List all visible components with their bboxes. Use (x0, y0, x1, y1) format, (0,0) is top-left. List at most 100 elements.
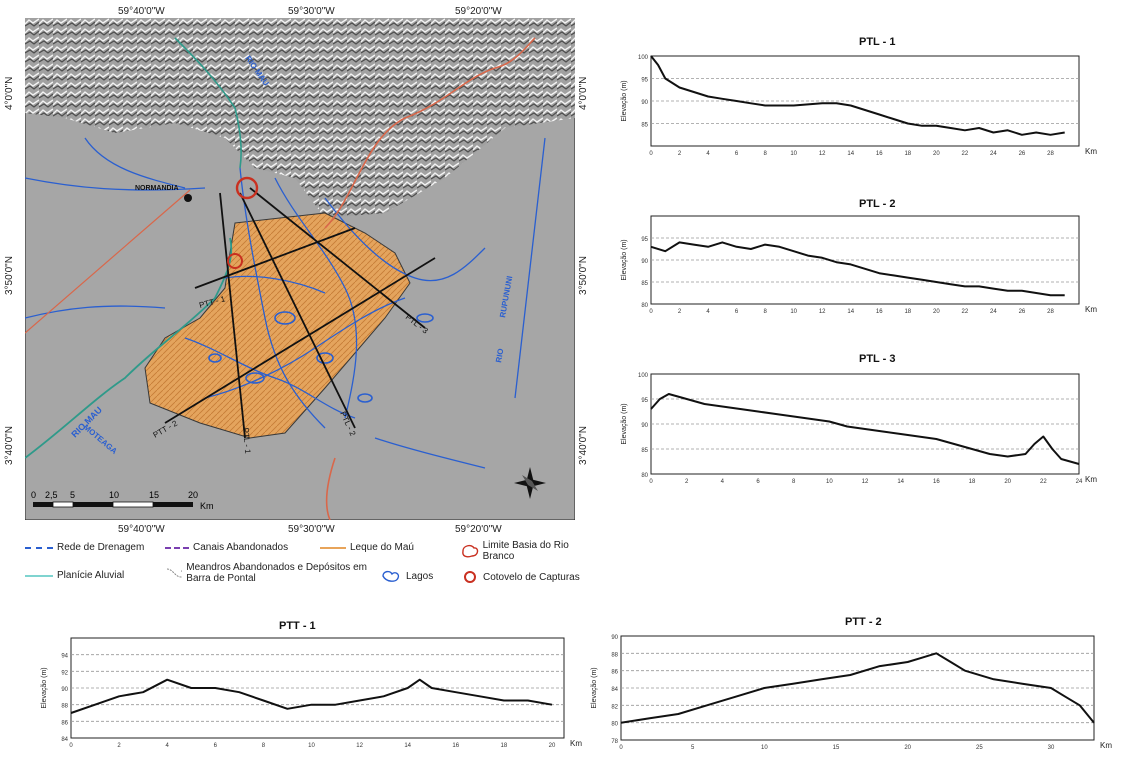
x-tick-label: 6 (735, 309, 739, 315)
plot-frame (650, 373, 1080, 475)
x-tick-label: 16 (876, 151, 883, 157)
legend-item-lagos: Lagos (380, 568, 433, 584)
y-axis-label: Elevação (m) (621, 403, 628, 444)
x-tick-label: 0 (619, 745, 623, 751)
profile-line (650, 55, 1065, 136)
x-tick-label: 0 (649, 151, 653, 157)
y-tick-label: 86 (611, 670, 618, 676)
y-tick-label: 84 (611, 687, 618, 693)
y-tick-label: 90 (611, 635, 618, 641)
x-tick-label: 15 (833, 745, 840, 751)
x-axis-label: Km (1085, 475, 1097, 484)
north-arrow-icon (514, 467, 546, 499)
profile-line (620, 652, 1095, 724)
y-tick-label: 90 (641, 100, 648, 106)
y-tick-label: 92 (61, 670, 68, 676)
x-tick-label: 2 (685, 479, 689, 485)
y-tick-label: 80 (641, 303, 648, 309)
x-axis-label: Km (570, 739, 582, 748)
x-tick-label: 22 (962, 309, 969, 315)
chart-ptt-2[interactable]: 90 88 86 84 82 80 780 5 10 15 20 25 30 Km Elevação (m) (585, 632, 1120, 756)
x-tick-label: 4 (721, 479, 725, 485)
legend-item-canais-abandonados: Canais Abandonados (165, 542, 288, 553)
x-tick-label: 25 (976, 745, 983, 751)
coord-bottom-1: 59°40'0"W (118, 524, 165, 535)
normandia-marker[interactable] (184, 194, 192, 202)
x-tick-label: 24 (1076, 479, 1083, 485)
y-tick-label: 80 (641, 473, 648, 479)
scale-tick-4: 15 (149, 490, 159, 500)
x-tick-label: 10 (790, 309, 797, 315)
limite-rio-branco (324, 37, 536, 229)
x-tick-label: 20 (1004, 479, 1011, 485)
legend-label: Limite Basia do Rio Branco (482, 540, 569, 562)
y-axis-label: Elevação (m) (621, 239, 628, 280)
capture-elbow-1[interactable] (235, 176, 259, 200)
y-tick-label: 85 (641, 448, 648, 454)
y-axis-label: Elevação (m) (41, 667, 48, 708)
map-label-ptl-1: PTL - 1 (241, 427, 252, 454)
legend-red-outline-icon (462, 544, 479, 558)
leque-do-mau (144, 212, 411, 439)
place-normandia: NORMANDIA (135, 185, 179, 192)
x-tick-label: 20 (933, 151, 940, 157)
x-tick-label: 28 (1047, 151, 1054, 157)
x-tick-label: 20 (549, 743, 556, 749)
x-tick-label: 22 (1040, 479, 1047, 485)
coord-top-3: 59°20'0"W (455, 6, 502, 17)
x-tick-label: 20 (904, 745, 911, 751)
chart-title-ptl-3: PTL - 3 (859, 353, 896, 365)
drainage-network (25, 137, 546, 469)
y-tick-label: 82 (611, 704, 618, 710)
legend-label: Lagos (406, 570, 434, 582)
scale-tick-2: 5 (70, 490, 75, 500)
x-tick-label: 10 (761, 745, 768, 751)
x-tick-label: 8 (792, 479, 796, 485)
capture-elbow-2[interactable] (227, 253, 243, 269)
coord-right-2: 3°50'0"N (578, 256, 589, 295)
coord-left-2: 3°50'0"N (4, 256, 15, 295)
scale-tick-3: 10 (109, 490, 119, 500)
chart-title-ptt-2: PTT - 2 (845, 616, 882, 628)
x-tick-label: 0 (69, 743, 73, 749)
x-tick-label: 24 (990, 309, 997, 315)
scale-tick-1: 2,5 (45, 490, 58, 500)
legend-item-leque-mau: Leque do Maú (320, 542, 414, 553)
x-tick-label: 16 (876, 309, 883, 315)
x-tick-label: 18 (904, 151, 911, 157)
y-tick-label: 85 (641, 281, 648, 287)
x-tick-label: 2 (117, 743, 121, 749)
chart-ptt-1[interactable]: 94 92 90 88 86 840 2 4 6 8 10 12 14 16 18 20 Km Elevação … (35, 634, 590, 754)
map-panel[interactable]: NORMANDIA RIO MAU RIO MAU MOTEAGA RUPUNU… (25, 18, 575, 520)
legend-lake-icon (382, 570, 400, 582)
x-tick-label: 6 (756, 479, 760, 485)
x-tick-label: 0 (649, 309, 653, 315)
scale-bar: 0 2,5 5 10 15 20 Km (31, 490, 214, 511)
y-tick-label: 90 (641, 259, 648, 265)
x-tick-label: 8 (763, 309, 767, 315)
profile-lines (164, 187, 436, 439)
legend-label: Leque do Maú (350, 542, 414, 553)
coord-top-1: 59°40'0"W (118, 6, 165, 17)
profile-line (70, 678, 553, 714)
profile-line (650, 241, 1065, 297)
x-tick-label: 6 (735, 151, 739, 157)
y-axis-label: Elevação (m) (621, 80, 628, 121)
scale-tick-0: 0 (31, 490, 36, 500)
y-tick-label: 86 (61, 720, 68, 726)
lakes (208, 311, 434, 403)
legend-item-meandros: Meandros Abandonados e Depósitos em Barr… (165, 562, 385, 584)
legend-dashed-blue-icon (25, 546, 53, 549)
legend-label: Cotovelo de Capturas (483, 571, 580, 583)
x-tick-label: 24 (990, 151, 997, 157)
y-tick-label: 95 (641, 78, 648, 84)
y-tick-label: 95 (641, 237, 648, 243)
y-tick-label: 88 (611, 652, 618, 658)
x-tick-label: 12 (356, 743, 363, 749)
x-tick-label: 4 (706, 309, 710, 315)
y-tick-label: 100 (638, 55, 649, 61)
x-tick-label: 20 (933, 309, 940, 315)
